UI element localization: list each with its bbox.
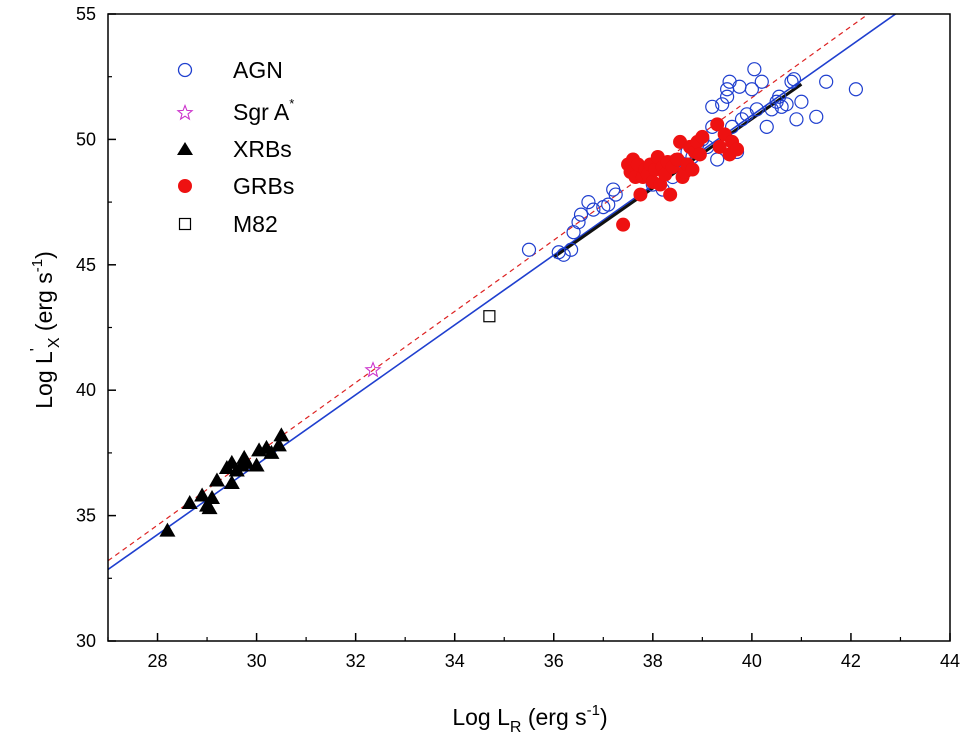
- grbs-point: [710, 117, 725, 132]
- agn-point: [764, 102, 779, 117]
- agn-point: [705, 99, 720, 114]
- xrbs-point: [201, 500, 218, 515]
- x-tick-label: 40: [742, 651, 762, 671]
- y-tick-label: 50: [76, 129, 96, 149]
- grbs-point: [663, 187, 678, 202]
- agn-point: [521, 242, 537, 257]
- grbs-point: [695, 129, 710, 144]
- xrbs-point: [181, 495, 198, 510]
- agn-point: [571, 215, 586, 230]
- agn-point: [819, 74, 834, 89]
- x-axis-ticks: 28 30 32 34 36 38 40 42 44: [107, 633, 960, 671]
- agn-point: [754, 74, 769, 89]
- agn-point: [794, 94, 809, 109]
- agn-point: [720, 89, 735, 104]
- agn-point: [556, 247, 571, 262]
- sgr-a-point: [364, 361, 382, 378]
- legend-label-sgr-a: Sgr A*: [233, 96, 294, 125]
- agn-point: [720, 82, 735, 97]
- agn-point: [722, 74, 737, 89]
- y-tick-label: 45: [76, 255, 96, 275]
- legend-marker-xrbs: [177, 142, 193, 155]
- xrbs-point: [159, 522, 176, 537]
- xrbs-point: [204, 490, 221, 505]
- legend-label-agn: AGN: [233, 57, 283, 83]
- xrbs-point: [208, 472, 225, 487]
- agn-point: [848, 82, 863, 97]
- legend-label-grbs: GRBs: [233, 173, 294, 199]
- xrbs-point: [273, 427, 290, 442]
- agn-point: [759, 119, 774, 134]
- legend-label-xrbs: XRBs: [233, 136, 292, 162]
- grbs-point: [712, 139, 727, 154]
- agn-point: [784, 74, 799, 89]
- x-tick-label: 42: [841, 651, 861, 671]
- fit-line-dashed: [108, 14, 869, 562]
- xrbs-point: [263, 444, 280, 459]
- agn-point: [772, 89, 787, 104]
- grbs-point: [685, 162, 700, 177]
- agn-point: [581, 195, 596, 210]
- y-tick-label: 35: [76, 506, 96, 526]
- xrbs-point: [194, 487, 211, 502]
- legend: AGN Sgr A* XRBs GRBs M82: [176, 57, 294, 237]
- agn-point: [573, 207, 589, 222]
- agn-point: [715, 97, 730, 112]
- agn-point: [747, 62, 762, 77]
- y-axis-ticks: 30 35 40 45 50 55: [76, 4, 116, 651]
- xrbs-point: [248, 457, 265, 472]
- agn-point: [732, 79, 747, 94]
- agn-point: [744, 82, 759, 97]
- m82-point: [483, 310, 496, 323]
- grbs-point: [692, 147, 707, 162]
- fit-line-solid: [108, 14, 896, 571]
- xrbs-point: [270, 437, 287, 452]
- xrbs-point: [223, 474, 240, 489]
- x-tick-label: 34: [445, 651, 465, 671]
- agn-point: [563, 242, 579, 257]
- x-tick-label: 30: [247, 651, 267, 671]
- y-tick-label: 40: [76, 380, 96, 400]
- legend-marker-sgr-a: [176, 103, 194, 121]
- legend-label-m82: M82: [233, 211, 278, 237]
- x-tick-label: 36: [544, 651, 564, 671]
- y-axis-title: Log L'X (erg s-1): [28, 251, 63, 409]
- y-tick-label: 30: [76, 631, 96, 651]
- grbs-point: [730, 142, 745, 157]
- legend-marker-agn: [177, 62, 193, 78]
- x-tick-label: 44: [940, 651, 960, 671]
- agn-point: [724, 119, 740, 134]
- agn-point: [734, 112, 750, 127]
- agn-point: [786, 72, 802, 87]
- agn-point: [710, 152, 725, 167]
- agn-point: [601, 197, 616, 212]
- agn-point: [608, 187, 623, 202]
- grbs-point: [616, 217, 631, 232]
- grbs-point: [633, 187, 648, 202]
- xrbs-point: [238, 454, 255, 469]
- x-tick-label: 28: [148, 651, 168, 671]
- legend-marker-grbs: [178, 179, 192, 193]
- x-axis-title: Log LR (erg s-1): [452, 702, 607, 736]
- x-tick-label: 38: [643, 651, 663, 671]
- agn-point: [789, 112, 804, 127]
- agn-point: [809, 109, 824, 124]
- agn-point: [566, 225, 581, 240]
- agn-point: [779, 97, 794, 112]
- agn-point: [586, 202, 601, 217]
- x-tick-label: 32: [346, 651, 366, 671]
- data-points: [159, 62, 863, 537]
- y-tick-label: 55: [76, 4, 96, 24]
- agn-point: [749, 102, 764, 117]
- legend-marker-m82: [178, 217, 192, 231]
